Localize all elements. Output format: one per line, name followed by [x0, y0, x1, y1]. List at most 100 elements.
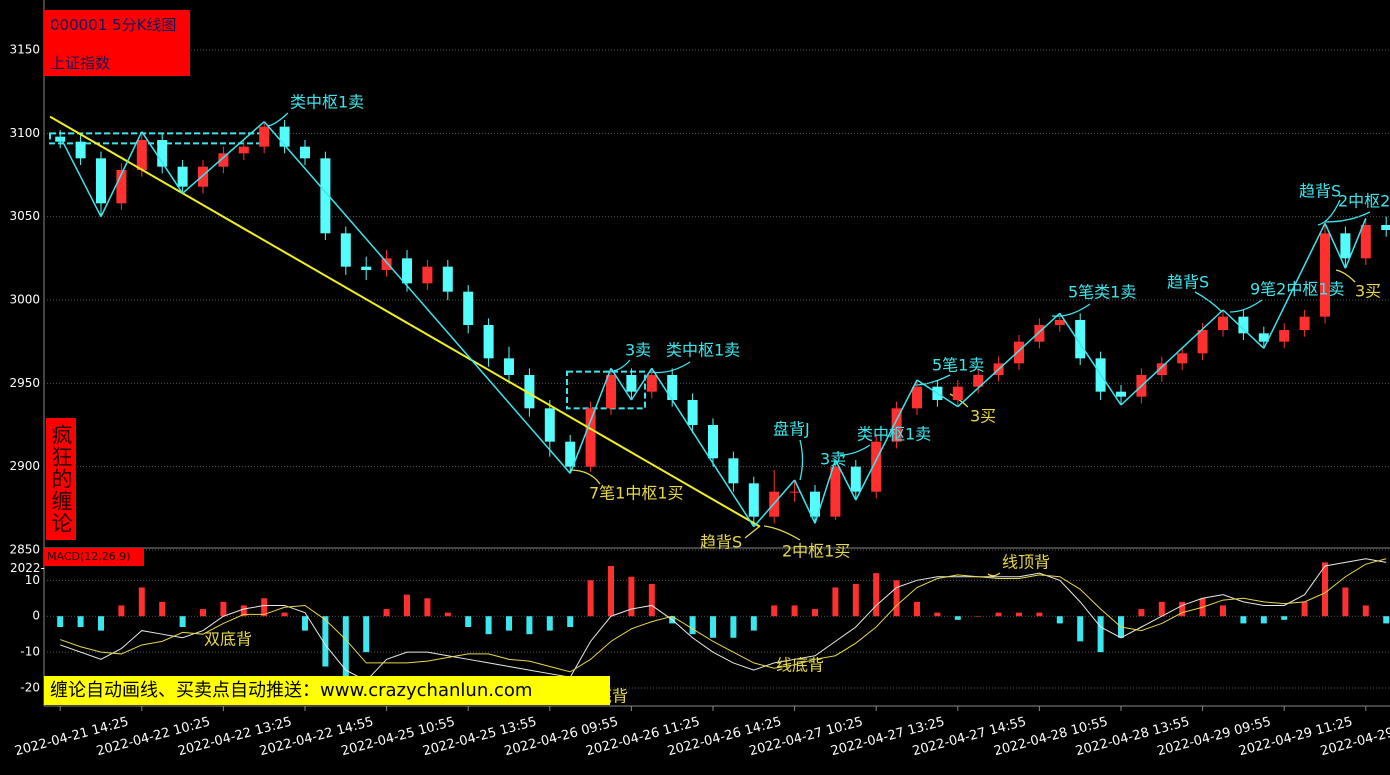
y-tick-label: 3050	[9, 209, 40, 223]
arrow	[267, 112, 289, 127]
candle-body	[1340, 233, 1351, 259]
candle-body	[646, 375, 657, 392]
macd-bar	[1077, 616, 1084, 642]
macd-bar	[261, 598, 268, 617]
candle-body	[1034, 325, 1045, 342]
candle-body	[1299, 316, 1310, 330]
stroke-segment	[569, 368, 612, 474]
candle-body	[157, 140, 168, 167]
macd-bar	[138, 587, 145, 617]
macd-bar	[98, 616, 104, 631]
macd-bar	[404, 594, 410, 617]
candle-body	[381, 258, 392, 270]
macd-bar	[1097, 616, 1104, 653]
candle-body	[1116, 391, 1126, 397]
candle-body	[218, 153, 229, 167]
candle-body	[1279, 330, 1290, 342]
stroke-segment	[263, 121, 571, 474]
candle-body	[789, 491, 800, 493]
annotation: 2中枢2	[1338, 192, 1390, 211]
candle-body	[340, 233, 351, 267]
y-tick-label: 3000	[9, 293, 40, 307]
candle-body	[952, 386, 963, 400]
candle-body	[422, 266, 433, 284]
macd-bar	[954, 616, 961, 620]
macd-bar	[1179, 601, 1186, 617]
candle-body	[1177, 353, 1188, 364]
stroke-segment	[141, 131, 184, 194]
candle-body	[259, 126, 270, 147]
annotation: 趋背S	[700, 533, 742, 552]
macd-bar	[1240, 616, 1247, 624]
candle-body	[300, 146, 310, 159]
candle-body	[402, 258, 412, 284]
macd-bar	[1036, 612, 1043, 617]
chart-title: 000001 5分K线图	[50, 16, 177, 34]
candle-body	[606, 375, 616, 409]
macd-bar	[852, 583, 859, 617]
macd-bar	[934, 612, 941, 617]
candle-body	[1360, 225, 1371, 259]
candle-body	[544, 408, 555, 442]
macd-bar	[1342, 587, 1349, 617]
macd-bar	[1056, 616, 1063, 624]
stroke-segment	[1120, 309, 1224, 406]
arrow	[1335, 269, 1356, 283]
macd-bar	[1220, 605, 1226, 617]
arrow	[914, 374, 951, 386]
macd-bar	[465, 616, 472, 627]
annotation: 双底背	[204, 630, 252, 649]
candle-body	[565, 441, 576, 467]
candle-body	[177, 166, 188, 187]
candle-body	[116, 170, 127, 204]
candle-body	[1156, 363, 1167, 375]
macd-line	[60, 558, 1387, 682]
stroke-segment	[1059, 312, 1122, 406]
candle-body	[55, 136, 66, 142]
macd-bar	[791, 605, 798, 617]
macd-bar	[1260, 616, 1267, 624]
macd-bar	[832, 587, 839, 617]
annotation: 趋背S	[1167, 273, 1209, 292]
candle-body	[687, 400, 698, 425]
candle-body	[585, 408, 596, 467]
arrow	[799, 439, 804, 481]
macd-bar	[546, 616, 553, 631]
candle-body	[912, 386, 922, 409]
arrow	[1317, 199, 1341, 226]
macd-bar	[750, 616, 757, 631]
stroke-segment	[834, 459, 857, 501]
candle-body	[1218, 316, 1228, 330]
stroke-segment	[182, 121, 265, 194]
stroke-segment	[1324, 223, 1347, 269]
annotation: 3卖	[820, 450, 846, 469]
macd-bar	[995, 612, 1002, 617]
macd-bar	[383, 609, 390, 617]
macd-bar	[302, 616, 308, 631]
stroke-segment	[957, 312, 1061, 408]
arrow	[744, 525, 761, 539]
chart-subtitle: 上证指数	[50, 54, 111, 72]
annotation: 7笔1中枢1买	[589, 484, 684, 503]
stroke-segment	[916, 379, 959, 408]
candle-body	[667, 375, 678, 400]
annotation: 线顶背	[1002, 553, 1050, 572]
stroke-segment	[651, 367, 755, 528]
candle-body	[1075, 320, 1086, 359]
annotation: 3买	[1355, 282, 1381, 301]
candle-body	[1258, 333, 1269, 342]
y-tick-label: 2900	[9, 459, 40, 473]
y-tick-label: 10	[25, 573, 40, 587]
y-tick-label: 3100	[9, 126, 40, 140]
macd-bar	[322, 616, 329, 667]
macd-bar	[689, 616, 696, 635]
macd-title: MACD(12,26,9)	[44, 548, 144, 566]
candle-body	[96, 158, 106, 204]
arrow	[1194, 291, 1223, 313]
macd-bar	[1138, 609, 1145, 617]
macd-bar	[812, 609, 818, 617]
macd-bar	[1301, 601, 1308, 617]
macd-bar	[240, 605, 247, 617]
candle-body	[136, 140, 147, 170]
